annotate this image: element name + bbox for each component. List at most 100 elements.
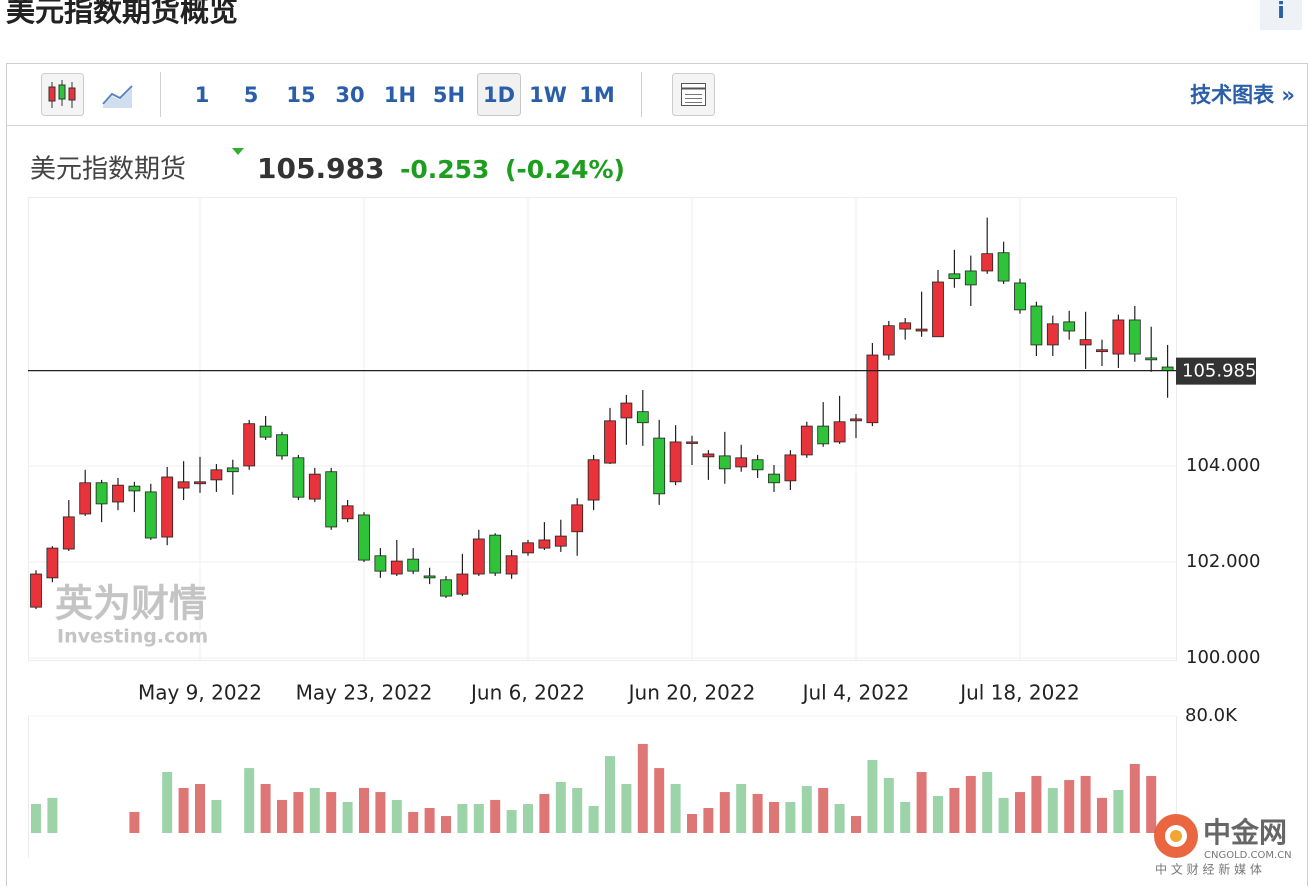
interval-button[interactable]: 1: [195, 83, 210, 107]
candle-body: [226, 467, 239, 473]
marks: [30, 217, 1174, 833]
volume-bar: [539, 793, 550, 833]
candle-icon[interactable]: [41, 73, 84, 116]
volume-bar: [129, 811, 140, 833]
volume-bar: [867, 760, 878, 833]
volume-bar: [654, 768, 665, 833]
volume-bar: [998, 797, 1009, 833]
candle-body: [604, 420, 616, 464]
volume-bar: [457, 804, 468, 833]
volume-bar: [326, 792, 337, 833]
candle-body: [833, 421, 846, 443]
volume-bar: [1097, 797, 1107, 833]
candle-body: [374, 555, 387, 572]
interval-button[interactable]: 1D: [483, 83, 515, 107]
volume-bar: [1015, 792, 1025, 833]
candle-body: [686, 441, 698, 444]
candle-body: [866, 354, 879, 424]
volume-bar: [408, 811, 419, 833]
candle-body: [850, 418, 862, 422]
candle-body: [899, 322, 912, 330]
interval-button[interactable]: 5: [244, 83, 259, 107]
volume-bar: [309, 787, 320, 833]
candle-body: [276, 434, 288, 457]
x-tick-label: May 9, 2022: [138, 681, 262, 705]
volume-bar: [703, 807, 714, 833]
last-price-label: 105.985: [1182, 361, 1256, 382]
info-box[interactable]: [1260, 0, 1302, 30]
candle-body: [390, 560, 403, 575]
candle-body: [882, 325, 895, 356]
candle-body: [177, 481, 190, 489]
candle-body: [210, 469, 223, 481]
candle-body: [308, 473, 321, 500]
candle-body: [981, 253, 994, 272]
down-arrow: [232, 148, 244, 155]
interval-button[interactable]: 1W: [529, 83, 567, 107]
volume-bar: [785, 801, 796, 833]
interval-button[interactable]: 15: [286, 83, 315, 107]
volume-bar: [900, 801, 911, 833]
page-title: 美元指数期货概览: [6, 0, 238, 28]
candle-body: [718, 455, 731, 470]
volume-bar: [933, 795, 943, 833]
selected-interval: [477, 73, 521, 116]
volume-bar: [1031, 775, 1042, 833]
candle-body: [128, 485, 141, 492]
x-tick-label: Jun 20, 2022: [627, 681, 756, 705]
volume-bar: [1047, 787, 1058, 833]
volume-bar: [391, 799, 402, 833]
candle-body: [62, 516, 75, 550]
line-icon[interactable]: [102, 85, 133, 108]
candle-body: [522, 542, 534, 554]
candle-body: [46, 547, 59, 579]
price-change: -0.253: [400, 155, 489, 184]
volume-bar: [293, 792, 304, 833]
volume-bar: [555, 781, 566, 833]
y-tick-label: 100.000: [1186, 647, 1260, 668]
layout-icon[interactable]: [672, 73, 715, 116]
candle-body: [95, 482, 108, 505]
volume-bar: [719, 792, 730, 833]
interval-button[interactable]: 1H: [384, 83, 416, 107]
interval-button[interactable]: 1M: [579, 83, 615, 107]
interval-button[interactable]: 5H: [433, 83, 465, 107]
candle-body: [325, 471, 338, 528]
candle-body: [997, 252, 1010, 282]
volume-bar: [834, 804, 845, 833]
candle-body: [554, 535, 567, 547]
volume-bar: [916, 772, 927, 833]
candle-body: [456, 573, 469, 595]
candle-body: [440, 579, 452, 597]
volume-bar: [1064, 780, 1075, 833]
y-tick-label: 102.000: [1186, 551, 1260, 572]
candle-body: [161, 476, 174, 538]
interval-button[interactable]: 30: [335, 83, 364, 107]
logo-name: 中金网: [1203, 816, 1287, 849]
candle-body: [800, 425, 813, 456]
candle-body: [653, 437, 666, 495]
candle-body: [407, 558, 420, 572]
info-icon[interactable]: i: [1277, 0, 1285, 24]
volume-bar: [637, 743, 648, 833]
candle-body: [1030, 305, 1043, 346]
candle-body: [1128, 319, 1141, 355]
volume-bar: [1146, 775, 1157, 833]
x-tick-label: Jul 18, 2022: [958, 681, 1080, 705]
volume-bar: [31, 804, 41, 833]
volume-bar: [965, 775, 976, 833]
volume-tick-label: 80.0K: [1185, 705, 1238, 726]
candle-body: [79, 482, 92, 515]
candle-body: [768, 473, 780, 484]
volume-bar: [851, 816, 861, 833]
volume-bar: [1113, 790, 1124, 833]
candle-body: [751, 459, 764, 471]
instrument-name: 美元指数期货: [30, 155, 186, 185]
candle-body: [735, 457, 748, 468]
volume-bar: [670, 784, 681, 833]
y-tick-label: 104.000: [1186, 455, 1260, 476]
volume-bar: [523, 804, 533, 833]
candle-body: [292, 457, 305, 498]
tech-chart-link[interactable]: 技术图表 »: [1190, 83, 1295, 107]
